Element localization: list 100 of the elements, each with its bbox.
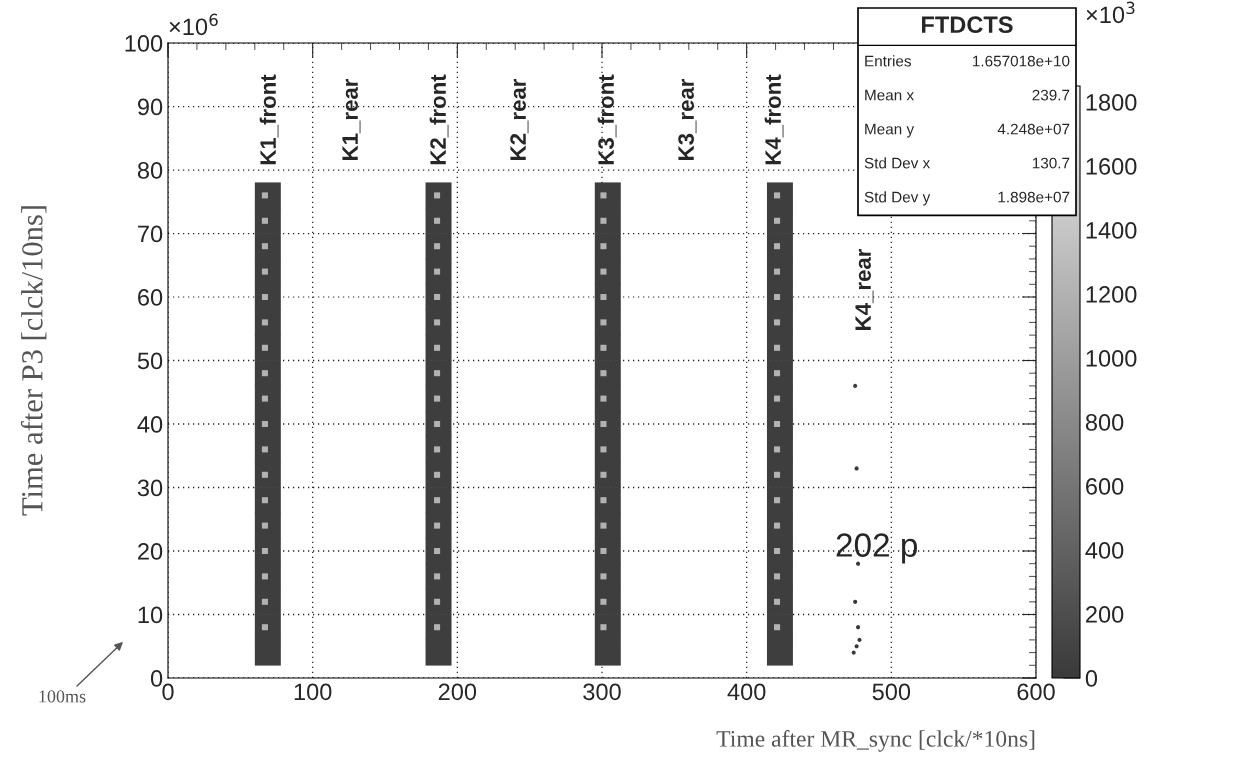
y-axis-title: Time after P3 [clck/10ns] (20, 206, 47, 516)
point (594, 309, 621, 336)
color-bar-label: 1200 (1086, 286, 1137, 303)
point (766, 284, 793, 310)
point (254, 487, 281, 514)
color-bar-label: 200 (1086, 606, 1124, 623)
point (254, 182, 281, 209)
point (254, 614, 281, 641)
point (600, 217, 607, 224)
point (594, 411, 621, 437)
annotation: Mean x (865, 89, 914, 101)
point (254, 207, 281, 234)
color-bar-label: 800 (1085, 414, 1124, 431)
color-bar-label: 400 (1085, 542, 1124, 559)
point (594, 487, 621, 514)
point (254, 461, 281, 488)
point (600, 243, 607, 250)
point (594, 436, 621, 463)
point (254, 385, 281, 412)
point (254, 233, 281, 260)
point (854, 644, 859, 649)
point (254, 588, 281, 615)
point (600, 573, 607, 580)
annotation: 1.898e+07 (998, 191, 1070, 203)
point (766, 538, 793, 564)
point (766, 258, 793, 285)
point (425, 436, 452, 463)
annotation: K3_front (597, 74, 617, 165)
y-tick-label: 10 (138, 606, 163, 624)
point (766, 411, 793, 437)
point (425, 284, 452, 310)
y-tick-label: 80 (137, 162, 163, 179)
annotation: 202 p (836, 533, 918, 564)
point (594, 258, 621, 285)
point (600, 446, 607, 453)
annotation: 130.7 (1032, 157, 1070, 169)
annotation: K3_rear (678, 78, 697, 160)
annotation: K4_rear (855, 248, 874, 330)
y-tick-label: 30 (137, 479, 163, 497)
point (594, 233, 621, 260)
x-tick-label: 500 (872, 683, 911, 701)
y-tick-label: 20 (138, 543, 163, 560)
point (594, 284, 621, 310)
point (766, 487, 793, 514)
text: ×10$^{3}$ (1086, 1, 1135, 24)
point (766, 182, 793, 209)
point (600, 370, 607, 377)
annotation: K2_front (429, 74, 449, 165)
point (855, 561, 861, 566)
point (425, 411, 452, 437)
annotation: 4.248e+07 (997, 123, 1070, 135)
point (254, 563, 281, 590)
point (766, 614, 793, 641)
point (853, 383, 858, 388)
point (594, 538, 621, 564)
point (425, 588, 452, 615)
annotation: Mean y (865, 123, 915, 138)
color-bar-label: 1000 (1086, 350, 1137, 367)
color-bar-label: 1800 (1086, 94, 1137, 111)
point (594, 360, 621, 387)
annotation: Std Dev y (864, 191, 931, 206)
point (425, 182, 452, 209)
annotation: K1_rear (342, 78, 361, 160)
point (600, 268, 607, 275)
point (594, 385, 621, 412)
point (254, 258, 281, 285)
point (600, 522, 607, 529)
point (600, 192, 607, 199)
point (766, 334, 793, 361)
point (254, 284, 281, 310)
annotation: Std Dev x (864, 157, 931, 169)
point (254, 334, 281, 361)
point (766, 563, 793, 590)
point (600, 319, 607, 326)
x-tick-label: 0 (162, 683, 174, 701)
point (600, 598, 607, 605)
text: ×10$^{6}$ (169, 13, 218, 36)
point (766, 207, 793, 234)
point (594, 639, 621, 666)
point (766, 461, 793, 488)
point (425, 639, 452, 666)
point (254, 411, 281, 437)
point (594, 563, 621, 590)
x-tick-label: 300 (583, 683, 621, 701)
annotation: K4_front (764, 74, 784, 165)
point (254, 309, 281, 336)
point (766, 588, 793, 615)
y-tick-label: 70 (138, 225, 163, 243)
annotation: 1.657018e+10 (973, 55, 1070, 67)
point (425, 233, 452, 260)
point (425, 385, 452, 412)
annotation: K2_rear (510, 78, 529, 160)
point (766, 360, 793, 387)
point (594, 182, 621, 209)
x-tick-label: 100 (294, 683, 332, 701)
point (425, 563, 452, 590)
point (425, 512, 452, 539)
point (425, 360, 452, 387)
point (853, 599, 858, 604)
point (254, 360, 281, 387)
